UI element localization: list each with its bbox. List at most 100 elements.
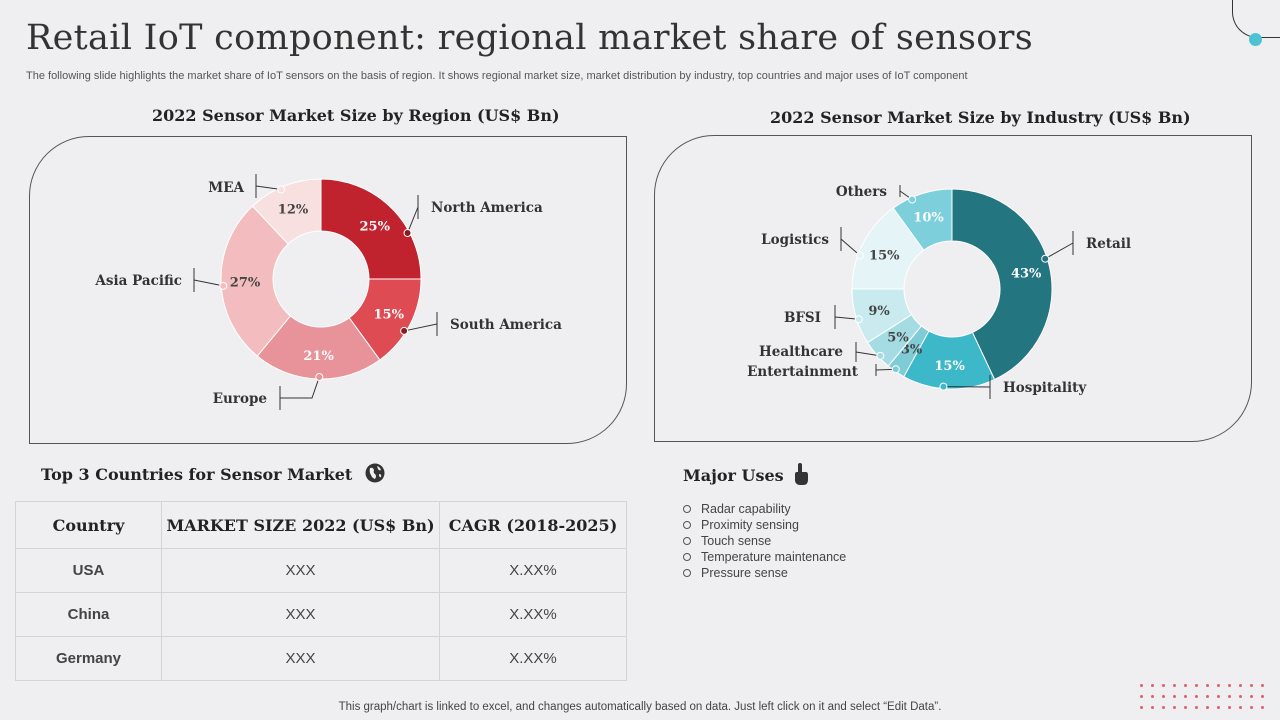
industry-callout-line [1044, 242, 1074, 260]
cagr-cell: X.XX% [439, 592, 627, 637]
industry-callout-dot [891, 365, 900, 374]
header-cagr: CAGR (2018-2025) [439, 501, 627, 549]
decor-dot [1206, 706, 1209, 709]
decor-dot [1250, 695, 1253, 698]
region-donut: 25% North America 15% South America 21% Europ… [94, 174, 562, 410]
industry-slice [951, 188, 1053, 381]
country-cell: USA [15, 548, 162, 593]
countries-title-text: Top 3 Countries for Sensor Market [41, 465, 353, 484]
uses-title-text: Major Uses [683, 466, 784, 485]
cagr-cell: X.XX% [439, 636, 627, 681]
decor-dot [1151, 695, 1154, 698]
decor-dot [1195, 684, 1198, 687]
region-slice [220, 205, 292, 357]
region-callout-dot [400, 326, 409, 335]
industry-callout-dot [855, 251, 864, 260]
decor-dot [1140, 684, 1143, 687]
decor-dot [1217, 684, 1220, 687]
region-callout-line [193, 279, 224, 287]
header-market-size: MARKET SIZE 2022 (US$ Bn) [161, 501, 440, 549]
region-chart-title: 2022 Sensor Market Size by Region (US$ B… [152, 106, 560, 125]
industry-value-label: 10% [913, 211, 944, 226]
region-value-label: 15% [373, 308, 404, 323]
decor-dot [1184, 695, 1187, 698]
industry-callout-dot [939, 382, 948, 391]
industry-value-label: 3% [901, 343, 923, 358]
decor-dot [1239, 695, 1242, 698]
market-size-cell: XXX [161, 636, 440, 681]
list-item: Radar capability [683, 501, 846, 517]
market-size-cell: XXX [161, 548, 440, 593]
decor-dot [1206, 695, 1209, 698]
industry-value-label: 15% [869, 248, 900, 263]
decor-dot [1239, 684, 1242, 687]
region-slice [320, 178, 422, 280]
decor-dot [1228, 695, 1231, 698]
region-callout-dot [277, 185, 286, 194]
region-callout-line [280, 376, 320, 399]
table-row: China XXX X.XX% [15, 592, 627, 637]
market-size-cell: XXX [161, 592, 440, 637]
countries-table: Country MARKET SIZE 2022 (US$ Bn) CAGR (… [15, 501, 627, 681]
decor-dot [1140, 695, 1143, 698]
industry-callout-dot [908, 195, 917, 204]
region-chart-panel [29, 136, 627, 444]
region-callout-line [404, 323, 438, 332]
region-slice [256, 315, 381, 380]
country-cell: China [15, 592, 162, 637]
region-callout-line [255, 185, 282, 190]
region-value-label: 25% [360, 219, 391, 234]
industry-chart-title: 2022 Sensor Market Size by Industry (US$… [770, 108, 1191, 127]
decor-dot [1206, 684, 1209, 687]
industry-value-label: 43% [1011, 266, 1042, 281]
region-callout-dot [403, 228, 412, 237]
decor-dot [1184, 706, 1187, 709]
uses-title: Major Uses [683, 462, 809, 490]
decor-dot [1195, 706, 1198, 709]
region-callout-line [407, 206, 419, 234]
decor-dot [1162, 684, 1165, 687]
industry-callout-line [840, 238, 861, 256]
page-title: Retail IoT component: regional market sh… [26, 18, 1033, 58]
footer-note: This graph/chart is linked to excel, and… [338, 701, 942, 713]
decor-dot [1151, 706, 1154, 709]
page-subtitle: The following slide highlights the marke… [26, 70, 968, 82]
region-category-label: Asia Pacific [94, 273, 182, 289]
decor-dot [1162, 706, 1165, 709]
industry-value-label: 15% [934, 359, 965, 374]
region-slice [251, 178, 322, 245]
country-cell: Germany [15, 636, 162, 681]
region-value-label: 27% [230, 275, 261, 290]
industry-callout-dot [1041, 254, 1050, 263]
industry-category-label: Healthcare [759, 344, 843, 360]
decor-dot [1261, 695, 1264, 698]
region-value-label: 21% [303, 349, 334, 364]
countries-title: Top 3 Countries for Sensor Market [41, 462, 386, 488]
table-row: USA XXX X.XX% [15, 548, 627, 593]
industry-value-label: 9% [868, 304, 890, 319]
decor-dot [1140, 706, 1143, 709]
region-callout-dot [219, 281, 228, 290]
region-category-label: Europe [213, 391, 267, 407]
decor-dot [1173, 695, 1176, 698]
region-value-label: 12% [278, 202, 309, 217]
decor-dot [1217, 706, 1220, 709]
industry-category-label: Entertainment [747, 364, 859, 380]
decor-dot [1173, 706, 1176, 709]
decor-dot [1250, 684, 1253, 687]
industry-callout-line [855, 351, 881, 357]
cagr-cell: X.XX% [439, 548, 627, 593]
industry-category-label: Logistics [761, 232, 829, 248]
region-callout-dot [315, 372, 324, 381]
industry-value-label: 5% [887, 331, 909, 346]
decor-dot [1195, 695, 1198, 698]
decor-dot [1239, 706, 1242, 709]
industry-category-label: Hospitality [1003, 380, 1087, 396]
decor-dot [1173, 684, 1176, 687]
industry-callout-dot [876, 351, 885, 360]
industry-chart-panel [654, 135, 1252, 442]
table-row: Germany XXX X.XX% [15, 636, 627, 681]
corner-dot [1249, 33, 1262, 46]
region-category-label: South America [450, 317, 562, 333]
